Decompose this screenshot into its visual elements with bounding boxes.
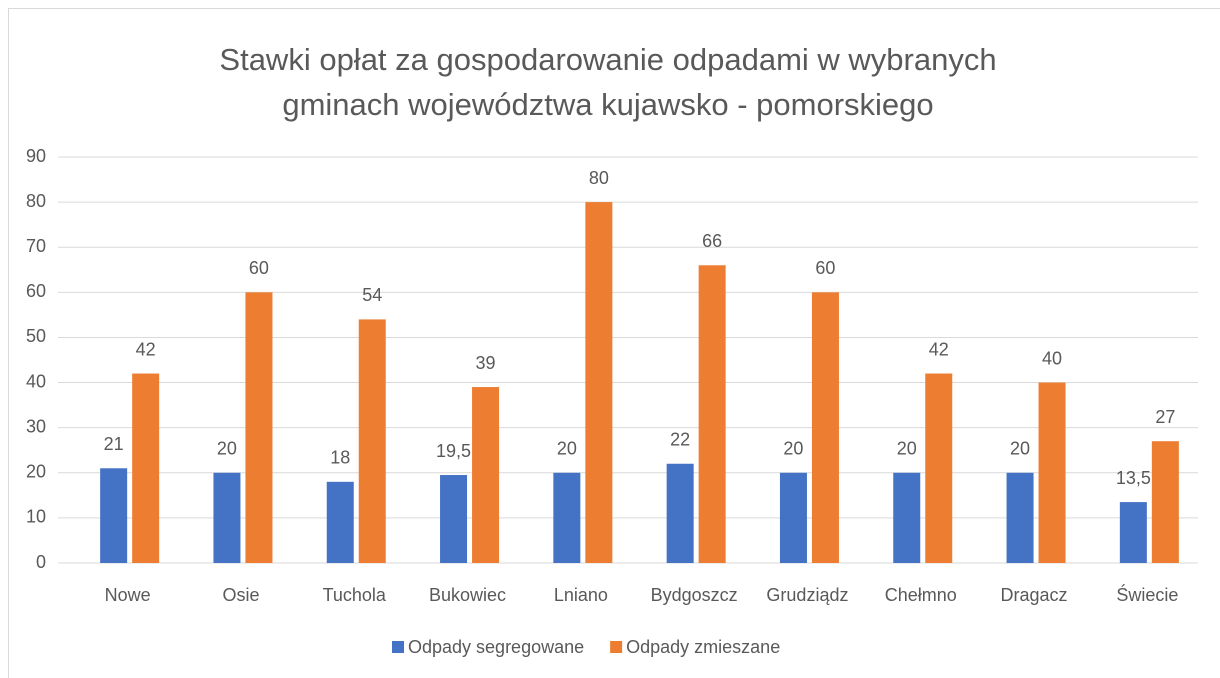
data-label: 20	[783, 439, 803, 459]
x-tick-label: Tuchola	[323, 585, 387, 605]
x-tick-label: Nowe	[105, 585, 151, 605]
data-label: 13,5	[1116, 468, 1151, 488]
bar	[779, 472, 807, 563]
x-tick-label: Dragacz	[1001, 585, 1068, 605]
legend-swatch	[392, 641, 404, 653]
x-tick-label: Osie	[222, 585, 259, 605]
y-tick-label: 60	[26, 281, 46, 301]
x-tick-label: Bukowiec	[429, 585, 506, 605]
bar	[585, 202, 613, 563]
data-label: 20	[1010, 439, 1030, 459]
data-label: 66	[702, 231, 722, 251]
bar	[472, 387, 500, 563]
y-tick-label: 80	[26, 191, 46, 211]
data-label: 60	[815, 258, 835, 278]
data-label: 22	[670, 430, 690, 450]
bar	[213, 472, 241, 563]
y-tick-label: 40	[26, 371, 46, 391]
bar	[132, 373, 160, 563]
x-tick-label: Bydgoszcz	[651, 585, 738, 605]
bar	[1151, 441, 1179, 563]
y-tick-label: 50	[26, 326, 46, 346]
bar	[666, 463, 694, 563]
data-label: 60	[249, 258, 269, 278]
bar	[925, 373, 953, 563]
bar	[1006, 472, 1034, 563]
chart-title: gminach województwa kujawsko - pomorskie…	[282, 87, 933, 122]
legend-label: Odpady segregowane	[408, 637, 584, 657]
data-label: 18	[330, 448, 350, 468]
y-tick-label: 70	[26, 236, 46, 256]
bar	[1119, 502, 1147, 563]
y-tick-label: 10	[26, 507, 46, 527]
data-label: 54	[362, 285, 382, 305]
y-tick-label: 20	[26, 462, 46, 482]
data-label: 19,5	[436, 441, 471, 461]
data-label: 42	[929, 339, 949, 359]
data-label: 42	[136, 339, 156, 359]
data-label: 20	[557, 439, 577, 459]
x-tick-label: Lniano	[554, 585, 608, 605]
bar	[358, 319, 386, 563]
y-tick-label: 90	[26, 146, 46, 166]
data-label: 20	[897, 439, 917, 459]
legend-swatch	[610, 641, 623, 653]
chart-border	[8, 8, 1220, 678]
bar	[440, 475, 468, 563]
x-tick-label: Chełmno	[885, 585, 957, 605]
data-label: 39	[476, 353, 496, 373]
bar	[698, 265, 726, 563]
data-label: 40	[1042, 348, 1062, 368]
legend-label: Odpady zmieszane	[626, 637, 780, 657]
chart-title: Stawki opłat za gospodarowanie odpadami …	[219, 42, 996, 77]
bar	[1038, 382, 1066, 563]
bar	[100, 468, 128, 563]
x-tick-label: Świecie	[1116, 584, 1178, 605]
bar	[893, 472, 921, 563]
data-label: 27	[1155, 407, 1175, 427]
data-label: 20	[217, 439, 237, 459]
x-tick-label: Grudziądz	[766, 585, 848, 605]
bar	[553, 472, 581, 563]
y-tick-label: 30	[26, 416, 46, 436]
data-label: 21	[104, 434, 124, 454]
y-tick-label: 0	[36, 552, 46, 572]
data-label: 80	[589, 168, 609, 188]
bar	[245, 292, 273, 563]
bar	[326, 481, 354, 563]
bar	[811, 292, 839, 563]
